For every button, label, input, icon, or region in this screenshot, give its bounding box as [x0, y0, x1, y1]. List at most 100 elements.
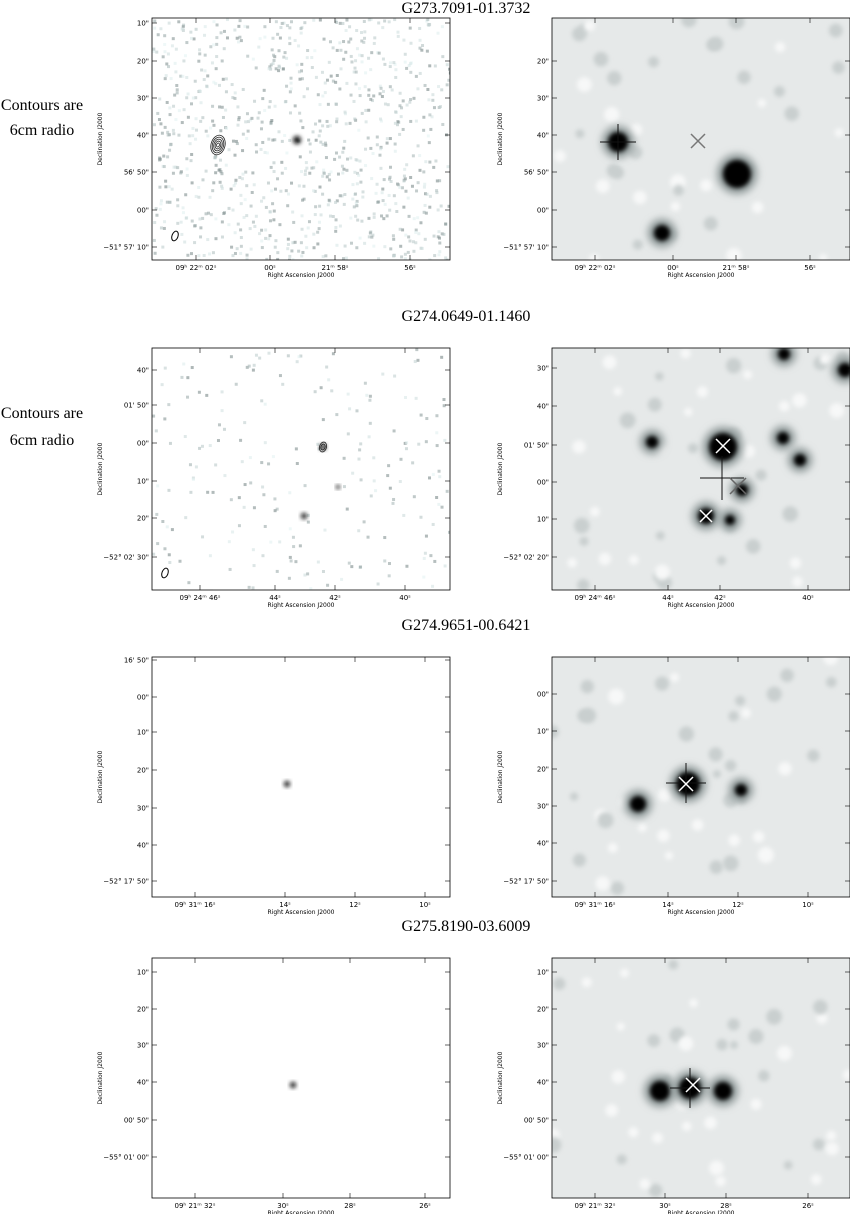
faint-source [580, 679, 594, 694]
noise-pixel [313, 189, 317, 193]
faint-source [816, 1012, 828, 1024]
y-tick-label: 00" [537, 691, 549, 699]
noise-pixel [425, 49, 429, 53]
noise-pixel [379, 119, 383, 123]
noise-pixel [388, 137, 392, 141]
x-tick-label: 09ʰ 31ᵐ 16ˢ [575, 901, 616, 909]
noise-pixel [176, 166, 180, 170]
noise-pixel [219, 129, 223, 133]
noise-pixel [257, 45, 261, 49]
noise-pixel [154, 207, 158, 211]
noise-pixel [281, 67, 285, 71]
noise-pixel [263, 524, 267, 528]
noise-pixel [171, 37, 175, 41]
noise-pixel [251, 220, 255, 224]
noise-pixel [193, 79, 197, 83]
noise-pixel [338, 194, 342, 198]
x-tick-label: 00ˢ [264, 264, 276, 272]
noise-pixel [392, 497, 396, 501]
noise-pixel [424, 211, 428, 215]
noise-pixel [352, 70, 356, 74]
noise-pixel [194, 465, 198, 469]
noise-pixel [227, 206, 231, 210]
noise-pixel [163, 42, 167, 46]
y-tick-label: −52° 17' 50" [503, 878, 549, 886]
y-axis-label: Declination J2000 [97, 1051, 104, 1104]
noise-pixel [214, 237, 218, 241]
noise-pixel [350, 565, 354, 569]
source [336, 485, 340, 489]
faint-source [579, 536, 589, 547]
faint-source [689, 998, 698, 1008]
faint-source [680, 348, 691, 359]
noise-pixel [403, 167, 407, 171]
noise-pixel [159, 122, 163, 126]
noise-pixel [236, 123, 240, 127]
faint-source [605, 1104, 618, 1117]
noise-pixel [429, 127, 433, 131]
noise-pixel [288, 491, 292, 495]
noise-pixel [290, 181, 294, 185]
noise-pixel [307, 138, 311, 142]
faint-source [727, 1018, 740, 1031]
noise-pixel [251, 171, 255, 175]
noise-pixel [185, 76, 189, 80]
noise-pixel [273, 245, 277, 249]
faint-source [669, 672, 680, 682]
noise-pixel [334, 218, 338, 222]
noise-pixel [293, 104, 297, 108]
noise-pixel [263, 25, 267, 29]
noise-pixel [362, 520, 366, 524]
x-tick-label: 40ˢ [802, 594, 814, 602]
noise-pixel [399, 244, 403, 248]
noise-pixel [224, 90, 228, 94]
noise-pixel [431, 522, 435, 526]
noise-pixel [304, 161, 308, 165]
x-axis-label: Right Ascension J2000 [268, 602, 335, 609]
noise-pixel [193, 224, 197, 228]
faint-source [712, 769, 722, 779]
noise-pixel [224, 77, 228, 81]
noise-pixel [393, 121, 397, 125]
faint-source [691, 819, 704, 831]
noise-pixel [393, 18, 397, 22]
noise-pixel [214, 163, 218, 167]
noise-pixel [409, 41, 413, 45]
noise-pixel [236, 105, 240, 109]
noise-pixel [345, 507, 349, 511]
noise-pixel [445, 489, 449, 493]
left-image-panel: 10" 20" 30" 40" 56' 50" 00" −51° 57' 10" 09ʰ 22… [97, 17, 451, 279]
noise-pixel [386, 474, 390, 478]
noise-pixel [412, 96, 416, 100]
noise-pixel [321, 94, 325, 98]
noise-pixel [369, 18, 373, 22]
x-tick-label: 10ˢ [802, 901, 814, 909]
noise-pixel [316, 560, 320, 564]
noise-pixel [442, 398, 446, 402]
noise-pixel [411, 240, 415, 244]
noise-pixel [338, 41, 342, 45]
noise-pixel [448, 530, 450, 534]
noise-pixel [237, 524, 241, 528]
beam [171, 230, 179, 242]
noise-pixel [433, 64, 437, 68]
noise-pixel [245, 214, 249, 218]
noise-pixel [325, 175, 329, 179]
faint-source [658, 788, 672, 802]
noise-pixel [439, 204, 443, 208]
noise-pixel [397, 183, 401, 187]
noise-pixel [181, 25, 185, 29]
faint-source [613, 387, 623, 396]
frame [151, 347, 451, 591]
y-tick-label: 30" [537, 1042, 549, 1050]
noise-pixel [220, 409, 224, 413]
noise-pixel [435, 414, 439, 418]
noise-pixel [355, 199, 359, 203]
noise-pixel [197, 186, 201, 190]
noise-pixel [445, 258, 449, 260]
noise-pixel [355, 409, 359, 413]
noise-pixel [348, 407, 352, 411]
noise-pixel [334, 80, 338, 84]
noise-pixel [171, 171, 175, 175]
noise-pixel [300, 170, 304, 174]
